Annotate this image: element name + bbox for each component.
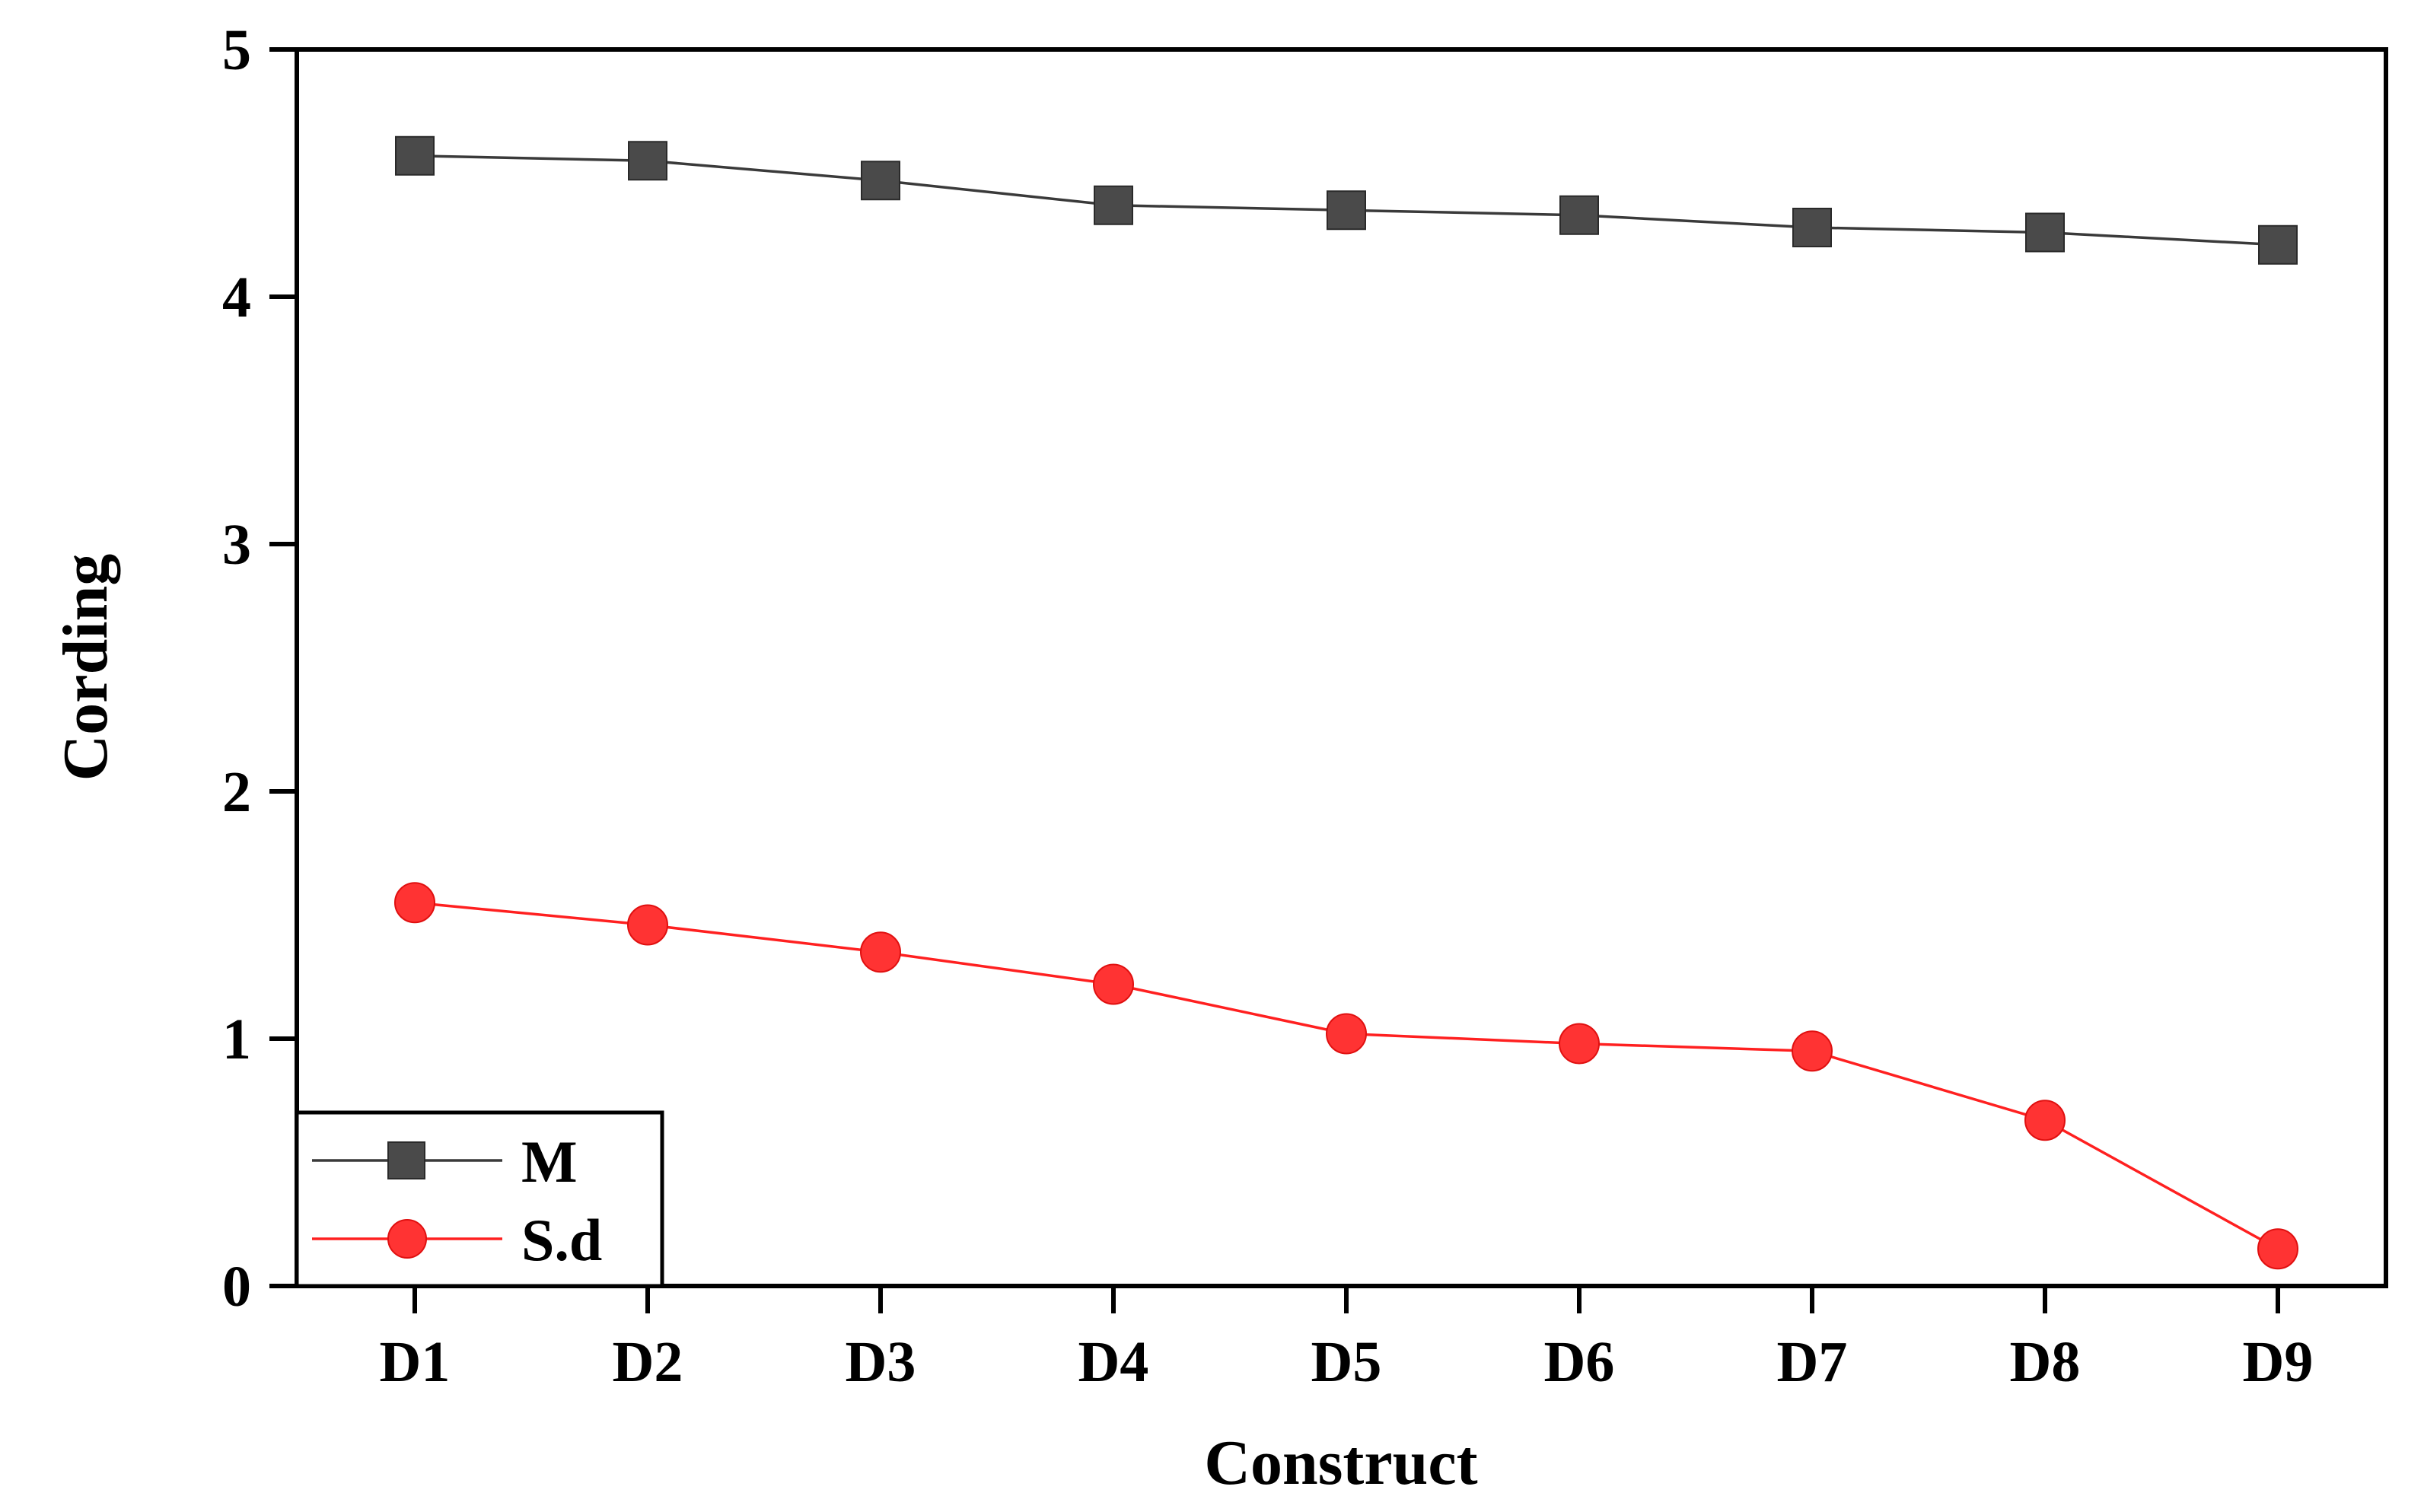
y-tick-label: 2 <box>222 760 251 824</box>
y-tick-label: 5 <box>222 18 251 82</box>
y-axis-title: Cording <box>50 554 121 781</box>
series-line <box>414 901 2279 1250</box>
x-tick-label: D5 <box>1311 1330 1382 1394</box>
x-axis: D1 D2 D3 D4 D5 D6 D7 D8 D9 <box>380 1286 2314 1394</box>
x-tick-label: D2 <box>613 1330 683 1394</box>
data-point <box>395 135 435 176</box>
legend-item: S.d <box>312 1207 602 1273</box>
x-tick-label: D9 <box>2243 1330 2314 1394</box>
x-tick-label: D8 <box>2010 1330 2081 1394</box>
y-tick-label: 1 <box>222 1007 251 1071</box>
legend-label: M <box>521 1128 578 1195</box>
data-point <box>1559 195 1599 235</box>
data-point <box>1094 185 1133 225</box>
y-tick-label: 4 <box>222 266 251 329</box>
legend-item: M <box>312 1128 578 1195</box>
x-tick-label: D1 <box>380 1330 451 1394</box>
data-point <box>861 161 900 201</box>
data-point <box>2258 224 2298 265</box>
data-point <box>628 141 667 181</box>
data-point <box>860 931 901 973</box>
legend-label: S.d <box>521 1207 602 1273</box>
data-point <box>1792 1030 1833 1072</box>
legend-marker <box>387 1141 425 1179</box>
legend-marker <box>387 1219 427 1259</box>
data-point <box>1093 963 1134 1005</box>
data-point <box>2025 212 2065 253</box>
series-layer <box>394 135 2298 1270</box>
data-point <box>2024 1100 2066 1141</box>
data-point <box>1559 1023 1600 1065</box>
series-2 <box>394 882 2298 1270</box>
data-point <box>627 904 668 946</box>
x-tick-label: D6 <box>1544 1330 1615 1394</box>
data-point <box>394 882 435 924</box>
series-1 <box>395 135 2298 265</box>
data-point <box>1327 190 1366 231</box>
x-tick-label: D7 <box>1777 1330 1848 1394</box>
data-point <box>1792 208 1832 247</box>
plot-frame <box>295 47 2388 1288</box>
legend: M S.d <box>295 1110 664 1288</box>
x-axis-title: Construct <box>1204 1428 1477 1498</box>
x-tick-label: D4 <box>1078 1330 1149 1394</box>
y-tick-label: 3 <box>222 513 251 577</box>
y-tick-label: 0 <box>222 1255 251 1319</box>
data-point <box>1326 1013 1367 1055</box>
x-tick-label: D3 <box>846 1330 916 1394</box>
legend-frame <box>295 1110 664 1288</box>
y-axis: 0 1 2 3 4 5 <box>222 18 297 1319</box>
data-point <box>2257 1228 2298 1270</box>
